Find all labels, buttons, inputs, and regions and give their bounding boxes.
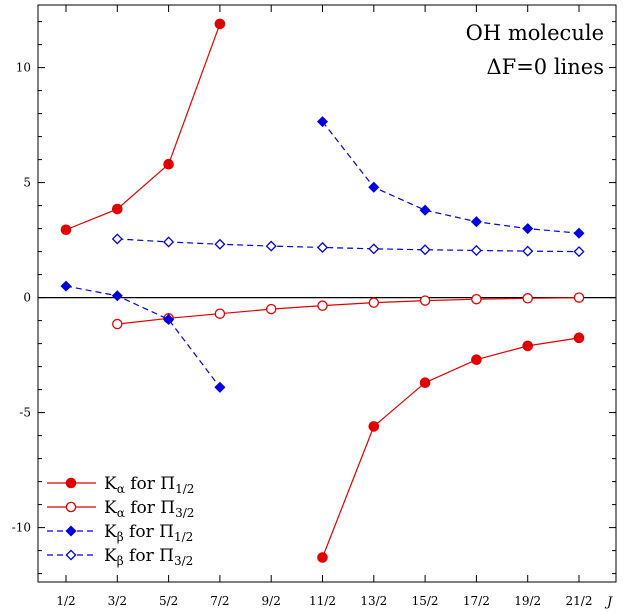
x-tick-label: 15/2 — [412, 594, 439, 608]
data-point — [470, 216, 482, 228]
y-tick-label: 0 — [23, 291, 31, 305]
data-point — [65, 501, 77, 513]
data-point — [522, 340, 534, 352]
data-point — [317, 552, 328, 563]
x-tick-label: 13/2 — [360, 594, 387, 608]
series — [60, 280, 226, 393]
data-point — [316, 116, 329, 128]
data-point — [112, 318, 123, 330]
legend-item: Kα for Π1/2 — [47, 474, 194, 496]
legend-item: Kβ for Π1/2 — [47, 522, 193, 544]
data-point — [573, 227, 585, 239]
data-point — [112, 203, 123, 215]
series — [60, 18, 226, 236]
data-point — [368, 243, 380, 255]
data-point — [214, 238, 226, 250]
legend-label: Kα for Π3/2 — [104, 498, 194, 520]
x-axis-label: J — [604, 595, 613, 610]
data-point — [60, 224, 72, 236]
data-point — [317, 300, 328, 311]
data-point — [163, 313, 175, 325]
series-line — [322, 121, 580, 234]
series — [111, 233, 585, 258]
series — [317, 332, 585, 563]
x-tick-label: 17/2 — [463, 594, 490, 608]
annotation: OH molecule ΔF=0 lines — [466, 21, 604, 79]
series-line — [321, 337, 580, 558]
data-point — [470, 244, 482, 256]
series — [112, 292, 585, 330]
data-point — [65, 549, 77, 561]
series-line — [117, 238, 580, 253]
series-line — [65, 23, 221, 231]
legend-label: Kβ for Π1/2 — [104, 522, 193, 544]
x-tick-label: 19/2 — [514, 594, 541, 608]
data-point — [111, 233, 123, 245]
data-point — [214, 18, 226, 30]
data-point — [316, 241, 329, 253]
x-tick-label: 1/2 — [56, 594, 75, 608]
x-tick-label: 9/2 — [262, 594, 281, 608]
data-point — [573, 292, 585, 303]
data-point — [111, 290, 123, 302]
legend-label: Kα for Π1/2 — [104, 474, 194, 496]
data-point — [163, 236, 175, 248]
data-point — [471, 354, 482, 366]
data-point — [368, 297, 380, 308]
x-tick-label: 3/2 — [108, 594, 127, 608]
data-point — [419, 295, 431, 306]
legend-label: Kβ for Π3/2 — [104, 546, 193, 568]
data-point — [419, 204, 431, 216]
data-point — [368, 181, 380, 193]
series-layer — [60, 18, 585, 563]
data-point — [573, 246, 585, 258]
data-point — [60, 280, 72, 292]
data-point — [573, 332, 585, 344]
legend-item: Kβ for Π3/2 — [47, 546, 193, 568]
x-tick-labels: 1/2 3/2 5/2 7/2 9/2 11/2 13/2 15/2 17/2 19/2 21/2 — [56, 594, 592, 608]
y-tick-label: 5 — [23, 176, 31, 190]
annotation-line-1: OH molecule — [466, 21, 604, 45]
series — [316, 116, 585, 239]
y-tick-label: -5 — [19, 406, 31, 420]
data-point — [522, 245, 534, 257]
data-point — [65, 525, 77, 537]
data-point — [214, 381, 226, 393]
x-tick-label: 5/2 — [159, 594, 178, 608]
data-point — [368, 421, 380, 432]
x-tick-label: 21/2 — [566, 594, 593, 608]
data-point — [65, 477, 77, 489]
data-point — [522, 223, 534, 235]
data-point — [214, 308, 226, 319]
y-tick-label: 10 — [16, 61, 31, 75]
data-point — [419, 244, 431, 256]
data-point — [522, 293, 533, 304]
x-tick-label: 7/2 — [210, 594, 229, 608]
data-point — [163, 158, 174, 170]
legend: Kα for Π1/2Kα for Π3/2Kβ for Π1/2Kβ for … — [47, 474, 194, 568]
plot-frame — [37, 4, 617, 583]
y-tick-label: -10 — [12, 521, 31, 535]
annotation-line-2: ΔF=0 lines — [486, 55, 604, 79]
x-tick-label: 11/2 — [309, 594, 336, 608]
axis-ticks — [38, 5, 616, 582]
y-tick-labels: 10 5 0 -5 -10 — [12, 61, 31, 535]
data-point — [265, 303, 277, 315]
legend-item: Kα for Π3/2 — [47, 498, 194, 520]
data-point — [265, 240, 277, 252]
series-line — [117, 297, 580, 325]
data-point — [471, 293, 482, 305]
series-line — [65, 285, 221, 388]
data-point — [419, 377, 431, 389]
